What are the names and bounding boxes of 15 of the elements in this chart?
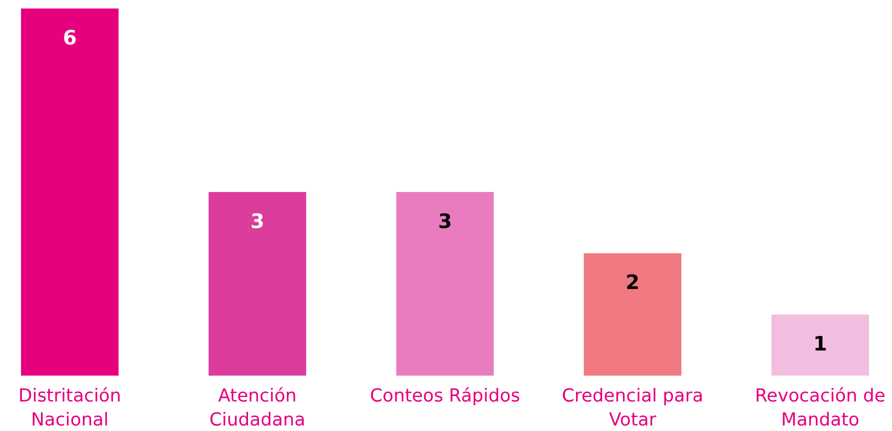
data-label: 3 [250,208,264,233]
x-tick-label: Revocación de Mandato [755,386,886,431]
x-tick-label: Credencial para Votar [562,386,704,431]
x-tick-label: Distritación Nacional [18,386,122,431]
bar [208,192,306,376]
x-tick-label: Atención Ciudadana [209,386,306,431]
data-label: 6 [62,25,77,50]
bar [584,253,682,376]
data-label: 2 [626,270,640,294]
data-label: 3 [438,208,452,233]
data-label: 1 [813,331,828,356]
x-tick-label: Conteos Rápidos [370,386,520,407]
bar [20,8,119,376]
bar [771,314,870,376]
bar [396,192,494,376]
